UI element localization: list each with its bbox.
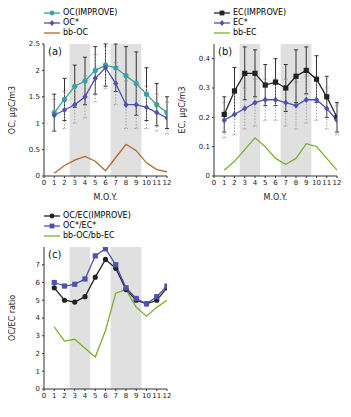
html-text:OC*/EC*: OC*/EC* — [63, 221, 97, 230]
svg-text:1.5: 1.5 — [29, 93, 40, 101]
svg-text:5: 5 — [36, 297, 40, 305]
svg-text:4: 4 — [83, 179, 88, 187]
svg-text:1: 1 — [36, 120, 40, 128]
svg-text:8: 8 — [294, 179, 298, 187]
html-text:OC/EC(IMPROVE): OC/EC(IMPROVE) — [63, 211, 131, 220]
svg-text:5: 5 — [263, 179, 267, 187]
svg-text:2: 2 — [36, 350, 40, 358]
svg-text:11: 11 — [322, 179, 331, 187]
svg-text:0: 0 — [36, 385, 40, 393]
svg-text:7: 7 — [284, 179, 288, 187]
svg-text:4: 4 — [253, 179, 258, 187]
html-text:OC(IMPROVE): OC(IMPROVE) — [63, 8, 118, 17]
svg-text:0.2: 0.2 — [199, 114, 210, 122]
svg-text:7: 7 — [114, 179, 118, 187]
svg-text:1: 1 — [52, 179, 56, 187]
html-text:(b): (b) — [218, 46, 233, 57]
svg-text:2: 2 — [36, 67, 40, 75]
svg-text:3: 3 — [73, 392, 77, 400]
html-text:(a): (a) — [48, 46, 62, 57]
svg-text:OC/EC ratio: OC/EC ratio — [8, 295, 17, 341]
svg-text:EC, μgC/m3: EC, μgC/m3 — [178, 86, 187, 133]
svg-text:1: 1 — [52, 392, 56, 400]
html-text:bb-EC: bb-EC — [233, 28, 257, 37]
svg-text:2: 2 — [232, 179, 236, 187]
svg-text:7: 7 — [36, 261, 40, 269]
svg-text:0: 0 — [212, 179, 216, 187]
svg-text:M.O.Y.: M.O.Y. — [94, 193, 118, 200]
svg-text:3: 3 — [73, 179, 77, 187]
svg-text:7: 7 — [114, 392, 118, 400]
svg-text:10: 10 — [142, 392, 151, 400]
svg-text:12: 12 — [163, 179, 172, 187]
svg-text:1: 1 — [222, 179, 226, 187]
html-text:EC*: EC* — [233, 18, 248, 27]
svg-text:0: 0 — [36, 172, 40, 180]
html-text:bb-OC/bb-EC: bb-OC/bb-EC — [63, 231, 115, 240]
svg-text:0.3: 0.3 — [199, 84, 210, 92]
svg-text:9: 9 — [134, 392, 138, 400]
html-text:EC(IMPROVE): EC(IMPROVE) — [233, 8, 287, 17]
svg-text:8: 8 — [124, 392, 128, 400]
svg-text:0.5: 0.5 — [29, 146, 40, 154]
html-text:bb-OC: bb-OC — [63, 28, 89, 37]
svg-text:8: 8 — [124, 179, 128, 187]
svg-text:12: 12 — [333, 179, 342, 187]
svg-text:9: 9 — [304, 179, 308, 187]
svg-text:6: 6 — [103, 179, 108, 187]
svg-text:12: 12 — [163, 392, 172, 400]
svg-text:M.O.Y.: M.O.Y. — [264, 193, 288, 200]
svg-text:3: 3 — [36, 332, 40, 340]
svg-text:11: 11 — [152, 392, 161, 400]
svg-text:3: 3 — [243, 179, 247, 187]
svg-text:5: 5 — [93, 179, 97, 187]
svg-text:2: 2 — [62, 179, 66, 187]
svg-text:4: 4 — [83, 392, 88, 400]
html-text:(c): (c) — [48, 249, 62, 260]
svg-text:9: 9 — [134, 179, 138, 187]
svg-text:5: 5 — [93, 392, 97, 400]
svg-text:4: 4 — [36, 314, 41, 322]
html-text:OC*: OC* — [63, 18, 79, 27]
svg-text:0.1: 0.1 — [199, 143, 210, 151]
svg-text:6: 6 — [103, 392, 108, 400]
svg-text:0: 0 — [206, 172, 210, 180]
svg-text:0: 0 — [42, 179, 46, 187]
svg-text:11: 11 — [152, 179, 161, 187]
svg-text:10: 10 — [142, 179, 151, 187]
svg-text:2: 2 — [62, 392, 66, 400]
svg-text:10: 10 — [312, 179, 321, 187]
svg-text:6: 6 — [36, 279, 41, 287]
svg-text:OC, μgC/m3: OC, μgC/m3 — [8, 86, 17, 134]
svg-text:0.4: 0.4 — [199, 55, 211, 63]
svg-text:0: 0 — [42, 392, 46, 400]
svg-text:2.5: 2.5 — [29, 40, 40, 48]
svg-text:1: 1 — [36, 368, 40, 376]
svg-text:6: 6 — [273, 179, 278, 187]
